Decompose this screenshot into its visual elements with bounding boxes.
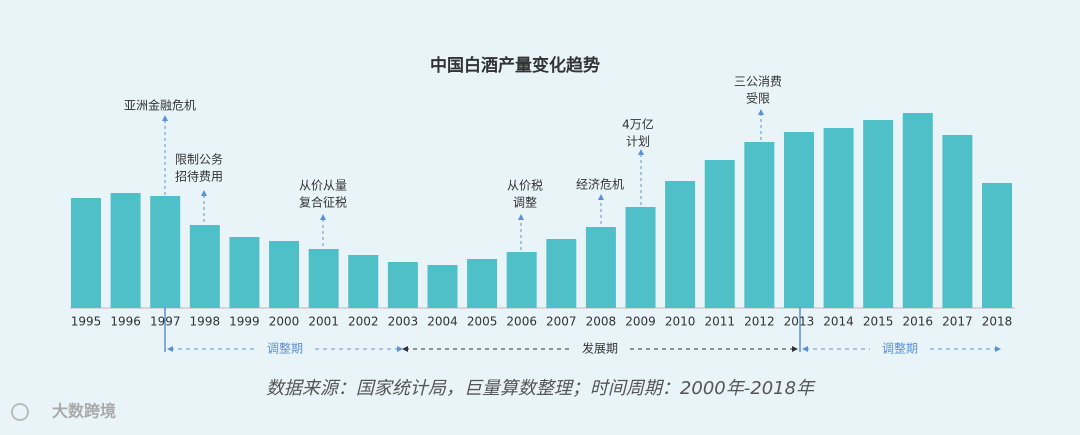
bar <box>704 160 735 308</box>
bar <box>229 237 260 308</box>
bar <box>744 142 775 308</box>
bar <box>863 120 894 308</box>
bar <box>110 193 141 308</box>
annotation: 计划 <box>626 135 650 149</box>
annotation: 限制公务 <box>175 152 223 167</box>
bar <box>189 225 220 308</box>
annotation: 调整 <box>513 195 537 210</box>
annotation: 从价从量 <box>299 179 347 193</box>
x-tick-label: 1997 <box>150 315 181 329</box>
bar <box>348 255 379 308</box>
x-tick-label: 2012 <box>744 315 775 329</box>
x-tick-label: 1998 <box>190 315 221 329</box>
bar <box>71 198 101 308</box>
x-tick-label: 2004 <box>427 315 458 329</box>
x-tick-label: 2001 <box>308 315 339 329</box>
annotation: 经济危机 <box>576 177 624 192</box>
bar <box>308 249 339 308</box>
source-note: 数据来源：国家统计局，巨量算数整理；时间周期：2000年-2018年 <box>266 378 816 399</box>
x-tick-label: 1999 <box>229 315 260 329</box>
bar <box>625 207 656 308</box>
bar <box>427 265 458 308</box>
annotation: 复合征税 <box>299 195 347 210</box>
annotation: 三公消费 <box>734 75 782 89</box>
chart-title: 中国白酒产量变化趋势 <box>430 55 600 76</box>
x-tick-label: 2010 <box>665 315 696 329</box>
x-tick-label: 2005 <box>467 315 498 329</box>
x-tick-label: 2014 <box>823 315 854 329</box>
annotation: 受限 <box>746 92 770 106</box>
x-tick-label: 2003 <box>388 315 419 329</box>
annotation: 亚洲金融危机 <box>124 98 196 113</box>
x-tick-label: 2015 <box>863 315 894 329</box>
bar <box>665 181 696 308</box>
x-tick-label: 1995 <box>71 315 102 329</box>
period-label: 发展期 <box>582 341 618 356</box>
bar <box>506 252 537 308</box>
watermark: 大数跨境 <box>52 402 116 421</box>
x-tick-label: 2013 <box>784 315 815 329</box>
annotation: 从价税 <box>507 179 543 193</box>
period-label: 调整期 <box>882 341 918 356</box>
bar <box>387 262 418 308</box>
x-tick-label: 2011 <box>704 315 735 329</box>
x-tick-label: 2008 <box>586 315 617 329</box>
x-tick-label: 2000 <box>269 315 300 329</box>
x-tick-label: 2006 <box>506 315 537 329</box>
x-tick-label: 2007 <box>546 315 577 329</box>
annotation: 招待费用 <box>175 170 223 184</box>
bar <box>942 135 973 308</box>
logo-icon <box>11 403 29 421</box>
x-tick-label: 2009 <box>625 315 656 329</box>
bar <box>467 259 498 308</box>
bar <box>902 113 933 308</box>
bar <box>585 227 616 308</box>
bar <box>546 239 577 308</box>
x-tick-label: 2018 <box>982 315 1013 329</box>
x-tick-label: 1996 <box>110 315 141 329</box>
x-tick-label: 2016 <box>903 315 934 329</box>
bar <box>783 132 814 308</box>
annotation: 4万亿 <box>622 117 654 132</box>
x-tick-label: 2017 <box>942 315 973 329</box>
bar <box>823 128 854 308</box>
bar <box>269 241 300 308</box>
x-tick-label: 2002 <box>348 315 379 329</box>
bar <box>150 196 181 308</box>
bar <box>982 183 1012 308</box>
period-label: 调整期 <box>267 341 303 356</box>
